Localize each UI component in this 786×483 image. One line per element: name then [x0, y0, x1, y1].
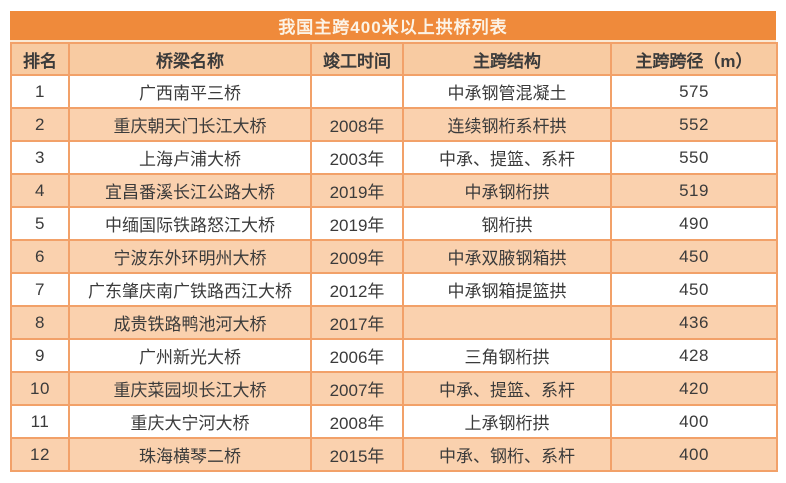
cell-completion-year: 2003年	[310, 140, 404, 175]
table-row: 4 宜昌番溪长江公路大桥 2019年 中承钢桁拱 519	[10, 173, 778, 208]
cell-bridge-name: 宁波东外环明州大桥	[68, 239, 312, 274]
table-row: 3 上海卢浦大桥 2003年 中承、提篮、系杆 550	[10, 140, 778, 175]
table-row: 6 宁波东外环明州大桥 2009年 中承双腋钢箱拱 450	[10, 239, 778, 274]
cell-rank: 11	[10, 404, 70, 439]
table-row: 7 广东肇庆南广铁路西江大桥 2012年 中承钢箱提篮拱 450	[10, 272, 778, 307]
cell-span-length: 400	[610, 437, 778, 472]
bridge-table: 我国主跨400米以上拱桥列表 排名 桥梁名称 竣工时间 主跨结构 主跨跨径（m）	[10, 11, 778, 472]
cell-span-length: 490	[610, 206, 778, 241]
cell-rank: 3	[10, 140, 70, 175]
table-row: 11 重庆大宁河大桥 2008年 上承钢桁拱 400	[10, 404, 778, 439]
cell-span-structure: 中承、提篮、系杆	[402, 371, 612, 406]
table-row: 2 重庆朝天门长江大桥 2008年 连续钢桁系杆拱 552	[10, 107, 778, 142]
cell-bridge-name: 广东肇庆南广铁路西江大桥	[68, 272, 312, 307]
cell-bridge-name: 上海卢浦大桥	[68, 140, 312, 175]
cell-span-length: 420	[610, 371, 778, 406]
cell-span-structure: 中承钢箱提篮拱	[402, 272, 612, 307]
cell-completion-year: 2006年	[310, 338, 404, 373]
cell-completion-year: 2019年	[310, 206, 404, 241]
table-row: 10 重庆菜园坝长江大桥 2007年 中承、提篮、系杆 420	[10, 371, 778, 406]
cell-bridge-name: 成贵铁路鸭池河大桥	[68, 305, 312, 340]
cell-span-structure: 上承钢桁拱	[402, 404, 612, 439]
cell-span-structure: 连续钢桁系杆拱	[402, 107, 612, 142]
cell-span-length: 552	[610, 107, 778, 142]
cell-span-structure: 中承钢桁拱	[402, 173, 612, 208]
cell-rank: 8	[10, 305, 70, 340]
cell-rank: 4	[10, 173, 70, 208]
cell-bridge-name: 中缅国际铁路怒江大桥	[68, 206, 312, 241]
cell-rank: 9	[10, 338, 70, 373]
table-row: 9 广州新光大桥 2006年 三角钢桁拱 428	[10, 338, 778, 373]
cell-bridge-name: 珠海横琴二桥	[68, 437, 312, 472]
cell-span-length: 519	[610, 173, 778, 208]
col-header-completion-year: 竣工时间	[310, 42, 404, 76]
cell-span-structure	[402, 305, 612, 340]
table-row: 5 中缅国际铁路怒江大桥 2019年 钢桁拱 490	[10, 206, 778, 241]
cell-bridge-name: 广州新光大桥	[68, 338, 312, 373]
cell-span-length: 575	[610, 74, 778, 109]
cell-rank: 2	[10, 107, 70, 142]
cell-bridge-name: 重庆菜园坝长江大桥	[68, 371, 312, 406]
cell-bridge-name: 广西南平三桥	[68, 74, 312, 109]
cell-bridge-name: 宜昌番溪长江公路大桥	[68, 173, 312, 208]
cell-completion-year: 2017年	[310, 305, 404, 340]
cell-completion-year: 2019年	[310, 173, 404, 208]
cell-span-length: 428	[610, 338, 778, 373]
header-row: 排名 桥梁名称 竣工时间 主跨结构 主跨跨径（m）	[10, 42, 778, 76]
cell-completion-year: 2015年	[310, 437, 404, 472]
cell-span-structure: 三角钢桁拱	[402, 338, 612, 373]
table-row: 1 广西南平三桥 中承钢管混凝土 575	[10, 74, 778, 109]
col-header-span-length: 主跨跨径（m）	[610, 42, 778, 76]
cell-rank: 1	[10, 74, 70, 109]
cell-rank: 12	[10, 437, 70, 472]
cell-span-length: 550	[610, 140, 778, 175]
cell-span-length: 450	[610, 272, 778, 307]
cell-rank: 10	[10, 371, 70, 406]
table-row: 12 珠海横琴二桥 2015年 中承、钢桁、系杆 400	[10, 437, 778, 472]
table-row: 8 成贵铁路鸭池河大桥 2017年 436	[10, 305, 778, 340]
col-header-span-structure: 主跨结构	[402, 42, 612, 76]
cell-completion-year	[310, 74, 404, 109]
cell-span-length: 400	[610, 404, 778, 439]
cell-bridge-name: 重庆朝天门长江大桥	[68, 107, 312, 142]
cell-rank: 5	[10, 206, 70, 241]
cell-bridge-name: 重庆大宁河大桥	[68, 404, 312, 439]
cell-span-length: 436	[610, 305, 778, 340]
table-header: 排名 桥梁名称 竣工时间 主跨结构 主跨跨径（m）	[10, 42, 778, 76]
cell-completion-year: 2009年	[310, 239, 404, 274]
cell-span-structure: 中承、提篮、系杆	[402, 140, 612, 175]
cell-span-structure: 中承、钢桁、系杆	[402, 437, 612, 472]
data-grid: 排名 桥梁名称 竣工时间 主跨结构 主跨跨径（m） 1 广西南平三桥 中承钢管混…	[10, 42, 778, 472]
cell-span-structure: 中承钢管混凝土	[402, 74, 612, 109]
cell-span-structure: 钢桁拱	[402, 206, 612, 241]
cell-completion-year: 2008年	[310, 404, 404, 439]
cell-span-length: 450	[610, 239, 778, 274]
cell-span-structure: 中承双腋钢箱拱	[402, 239, 612, 274]
table-title: 我国主跨400米以上拱桥列表	[10, 11, 776, 42]
cell-completion-year: 2008年	[310, 107, 404, 142]
cell-rank: 6	[10, 239, 70, 274]
col-header-rank: 排名	[10, 42, 70, 76]
cell-completion-year: 2007年	[310, 371, 404, 406]
cell-completion-year: 2012年	[310, 272, 404, 307]
table-body: 1 广西南平三桥 中承钢管混凝土 575 2 重庆朝天门长江大桥 2008年 连…	[10, 74, 778, 472]
cell-rank: 7	[10, 272, 70, 307]
col-header-bridge-name: 桥梁名称	[68, 42, 312, 76]
